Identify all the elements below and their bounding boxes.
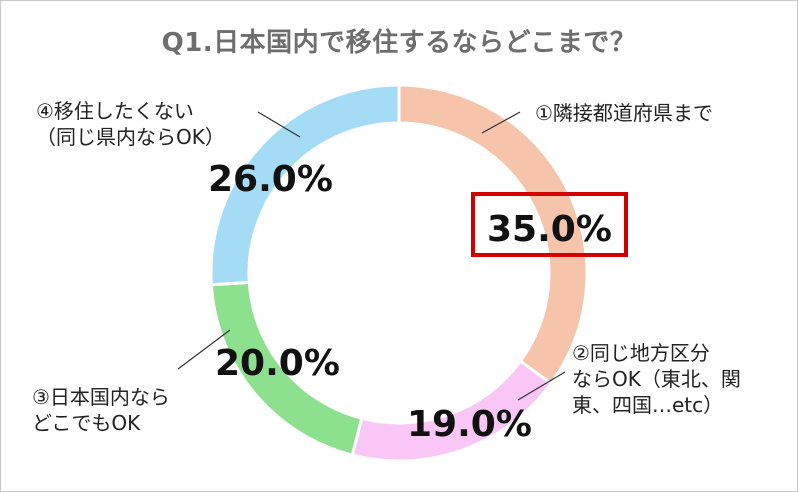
slice-label-line: ならOK（東北、関 [572,367,741,391]
slice-label-line: どこでもOK [32,411,141,435]
slice-value-label-2: 19.0% [407,404,532,445]
slice-label-line: 東、四国…etc） [572,393,724,417]
highlight-box [471,192,628,257]
donut-slice-4 [209,83,401,287]
leader-line-2 [517,371,566,401]
slice-label-2: ②同じ地方区分 ならOK（東北、関 東、四国…etc） [572,340,741,418]
slice-label-line: ③日本国内なら [32,385,170,409]
leader-line-3 [177,329,231,370]
slice-label-1: ①隣接都道府県まで [535,100,713,126]
slice-label-line: ④移住したくない [36,99,194,123]
slice-label-line: ②同じ地方区分 [572,341,710,365]
slice-label-3: ③日本国内なら どこでもOK [32,384,170,436]
leader-line-4 [257,111,301,138]
slice-label-4: ④移住したくない （同じ県内ならOK） [36,98,225,150]
slice-value-label-3: 20.0% [215,343,340,384]
slice-value-label-1: 35.0% [487,209,612,250]
leader-line-1 [481,111,521,134]
slice-label-line: （同じ県内ならOK） [36,125,225,149]
slice-label-line: ①隣接都道府県まで [535,101,713,125]
slice-value-label-4: 26.0% [208,159,333,200]
chart-title: Q1.日本国内で移住するならどこまで？ [161,28,637,58]
